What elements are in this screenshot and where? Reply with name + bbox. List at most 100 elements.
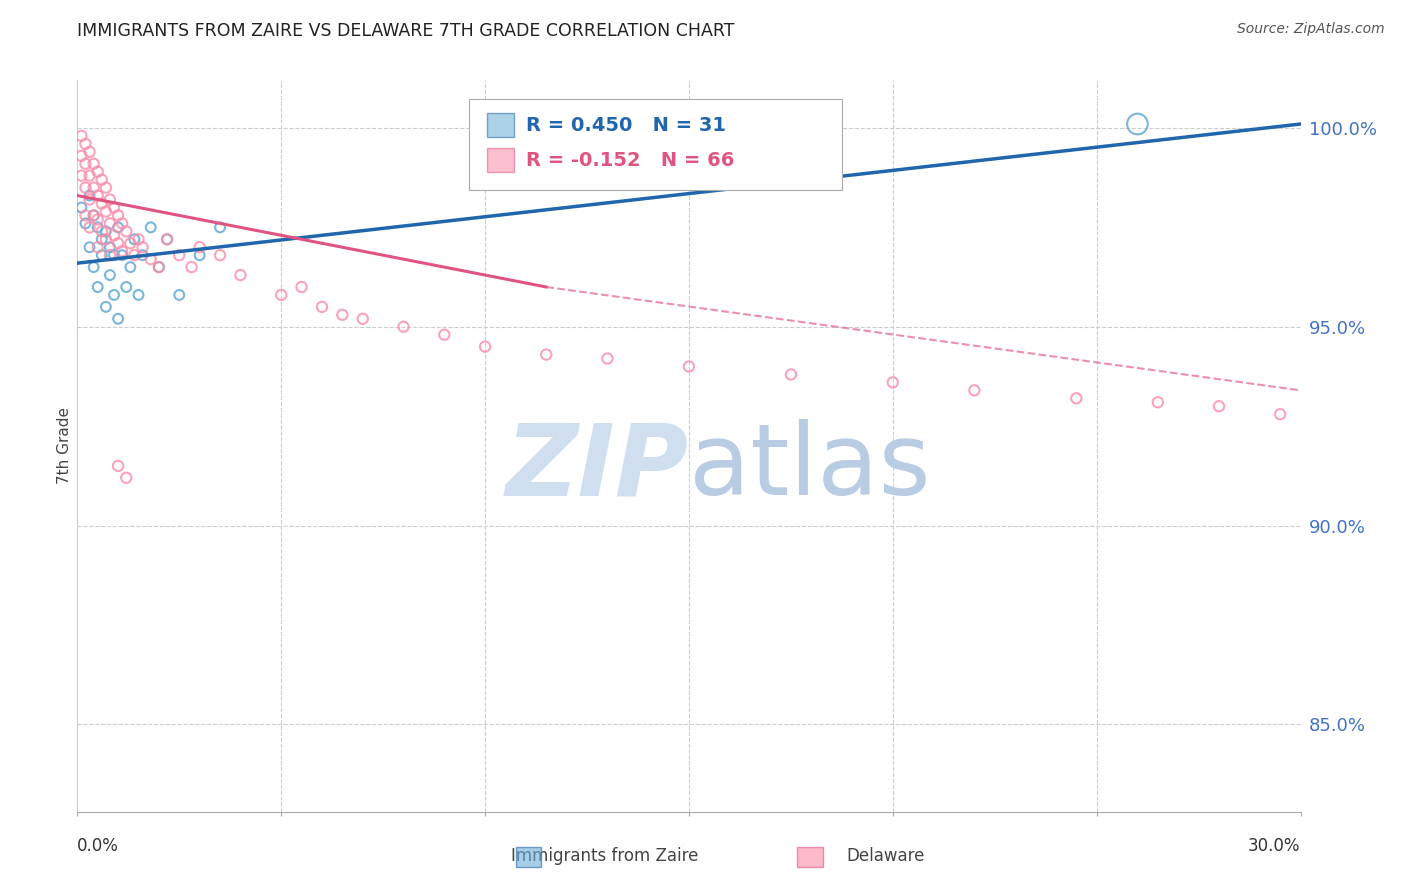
Point xyxy=(79,240,101,254)
Point xyxy=(79,220,101,235)
Point xyxy=(79,188,101,202)
Point xyxy=(392,319,415,334)
Point xyxy=(75,157,97,171)
Point xyxy=(107,458,129,473)
Point xyxy=(83,209,105,223)
Point xyxy=(94,232,117,246)
Point xyxy=(169,288,191,302)
Text: R = -0.152   N = 66: R = -0.152 N = 66 xyxy=(526,152,734,170)
Point xyxy=(209,220,232,235)
Point xyxy=(103,228,125,243)
Point xyxy=(107,236,129,251)
Point xyxy=(111,248,134,262)
Point xyxy=(111,244,134,259)
Point xyxy=(107,209,129,223)
Point xyxy=(332,308,354,322)
Point xyxy=(87,164,110,178)
Point xyxy=(156,232,179,246)
Point xyxy=(90,196,112,211)
Point xyxy=(98,248,121,262)
Point xyxy=(780,368,803,382)
Point xyxy=(70,149,93,163)
Point xyxy=(107,311,129,326)
Point xyxy=(107,220,129,235)
Point xyxy=(120,236,142,251)
Point xyxy=(94,300,117,314)
Bar xyxy=(486,113,515,137)
Point xyxy=(1208,399,1230,413)
Point xyxy=(963,384,986,398)
Point xyxy=(98,268,121,282)
Point xyxy=(75,136,97,151)
Point xyxy=(188,240,211,254)
Bar xyxy=(486,147,515,171)
Text: 30.0%: 30.0% xyxy=(1249,837,1301,855)
Point xyxy=(678,359,700,374)
Text: Immigrants from Zaire: Immigrants from Zaire xyxy=(510,847,699,865)
Point xyxy=(70,169,93,183)
Point xyxy=(75,209,97,223)
FancyBboxPatch shape xyxy=(468,99,842,190)
Point xyxy=(94,180,117,194)
Point xyxy=(79,193,101,207)
Point xyxy=(103,201,125,215)
Point xyxy=(111,216,134,230)
Text: ZIP: ZIP xyxy=(506,419,689,516)
Point xyxy=(156,232,179,246)
Y-axis label: 7th Grade: 7th Grade xyxy=(56,408,72,484)
Text: Delaware: Delaware xyxy=(846,847,925,865)
Point xyxy=(291,280,314,294)
Text: atlas: atlas xyxy=(689,419,931,516)
Point xyxy=(169,248,191,262)
Point xyxy=(75,180,97,194)
Point xyxy=(70,201,93,215)
Point xyxy=(124,248,146,262)
Point xyxy=(87,188,110,202)
Point xyxy=(94,224,117,238)
Text: Source: ZipAtlas.com: Source: ZipAtlas.com xyxy=(1237,22,1385,37)
Point xyxy=(180,260,202,274)
Point xyxy=(90,232,112,246)
Point xyxy=(115,224,138,238)
Point xyxy=(79,145,101,159)
Point xyxy=(128,288,150,302)
Point xyxy=(311,300,333,314)
Point xyxy=(83,260,105,274)
Point xyxy=(87,220,110,235)
Point xyxy=(90,248,112,262)
Point xyxy=(115,280,138,294)
Point xyxy=(148,260,170,274)
Point xyxy=(596,351,619,366)
Point xyxy=(209,248,232,262)
Point xyxy=(87,240,110,254)
Point xyxy=(87,212,110,227)
Point xyxy=(94,204,117,219)
Point xyxy=(270,288,292,302)
Text: IMMIGRANTS FROM ZAIRE VS DELAWARE 7TH GRADE CORRELATION CHART: IMMIGRANTS FROM ZAIRE VS DELAWARE 7TH GR… xyxy=(77,22,735,40)
Point xyxy=(139,252,162,267)
Point xyxy=(433,327,456,342)
Point xyxy=(98,193,121,207)
Point xyxy=(131,240,153,254)
Point xyxy=(103,248,125,262)
Point xyxy=(1270,407,1292,421)
Point xyxy=(115,471,138,485)
Point xyxy=(148,260,170,274)
Point xyxy=(474,340,496,354)
Point xyxy=(90,172,112,186)
Point xyxy=(131,248,153,262)
Point xyxy=(79,169,101,183)
Point xyxy=(1147,395,1170,409)
Point xyxy=(90,224,112,238)
Text: R = 0.450   N = 31: R = 0.450 N = 31 xyxy=(526,116,727,135)
Point xyxy=(75,216,97,230)
Point xyxy=(352,311,374,326)
Text: 0.0%: 0.0% xyxy=(77,837,120,855)
Point xyxy=(124,232,146,246)
Point xyxy=(103,288,125,302)
Point xyxy=(83,180,105,194)
Point xyxy=(70,128,93,143)
Point xyxy=(128,232,150,246)
Point xyxy=(87,280,110,294)
Point xyxy=(1066,392,1088,406)
